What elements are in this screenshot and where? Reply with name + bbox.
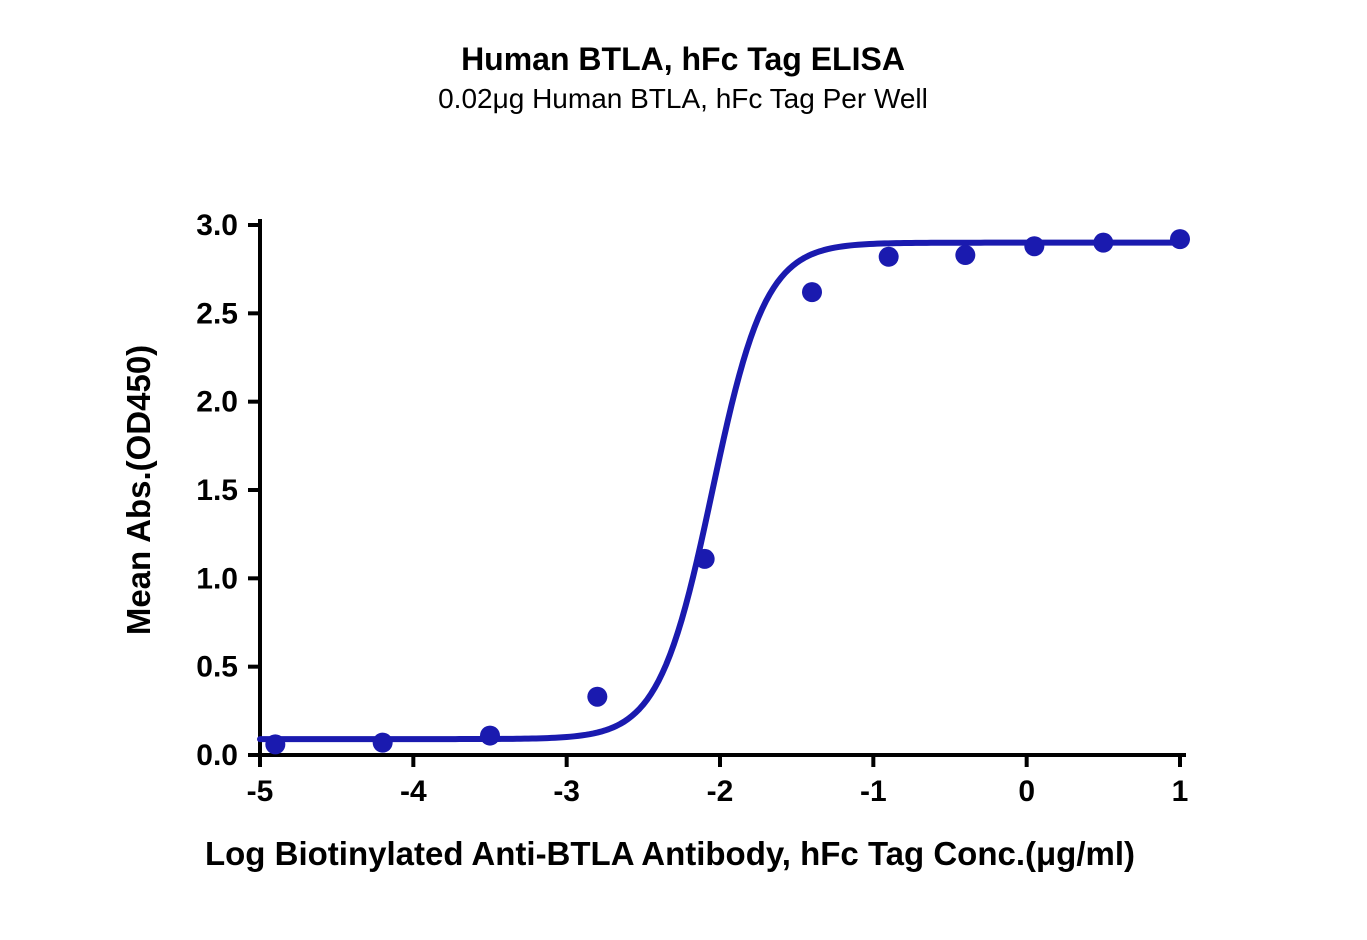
y-axis-label: Mean Abs.(OD450): [120, 345, 157, 635]
y-tick-label: 1.5: [196, 474, 238, 507]
chart-title: Human BTLA, hFc Tag ELISA: [461, 41, 905, 77]
elisa-figure: Human BTLA, hFc Tag ELISA 0.02μg Human BT…: [0, 0, 1367, 940]
y-tick-label: 0.5: [196, 651, 238, 684]
y-tick-label: 1.0: [196, 562, 238, 595]
fitted-curve: [260, 243, 1180, 739]
x-tick-label: -4: [400, 775, 427, 808]
data-point: [802, 282, 822, 302]
y-tick-label: 0.0: [196, 739, 238, 772]
x-tick-label: -5: [247, 775, 274, 808]
x-tick-label: -3: [553, 775, 580, 808]
data-point: [480, 726, 500, 746]
data-point: [955, 245, 975, 265]
data-point: [1024, 236, 1044, 256]
data-point: [879, 247, 899, 267]
data-point: [1093, 233, 1113, 253]
data-point: [1170, 229, 1190, 249]
x-tick-label: 0: [1018, 775, 1035, 808]
y-tick-label: 2.5: [196, 297, 238, 330]
chart-subtitle: 0.02μg Human BTLA, hFc Tag Per Well: [438, 83, 928, 114]
x-tick-label: 1: [1172, 775, 1189, 808]
data-point: [695, 549, 715, 569]
x-tick-label: -2: [707, 775, 734, 808]
x-axis-label: Log Biotinylated Anti-BTLA Antibody, hFc…: [205, 835, 1135, 872]
y-tick-label: 2.0: [196, 386, 238, 419]
data-point: [587, 687, 607, 707]
y-tick-label: 3.0: [196, 209, 238, 242]
data-point: [265, 734, 285, 754]
data-point: [373, 733, 393, 753]
elisa-chart-svg: Human BTLA, hFc Tag ELISA 0.02μg Human BT…: [0, 0, 1367, 940]
x-tick-label: -1: [860, 775, 887, 808]
